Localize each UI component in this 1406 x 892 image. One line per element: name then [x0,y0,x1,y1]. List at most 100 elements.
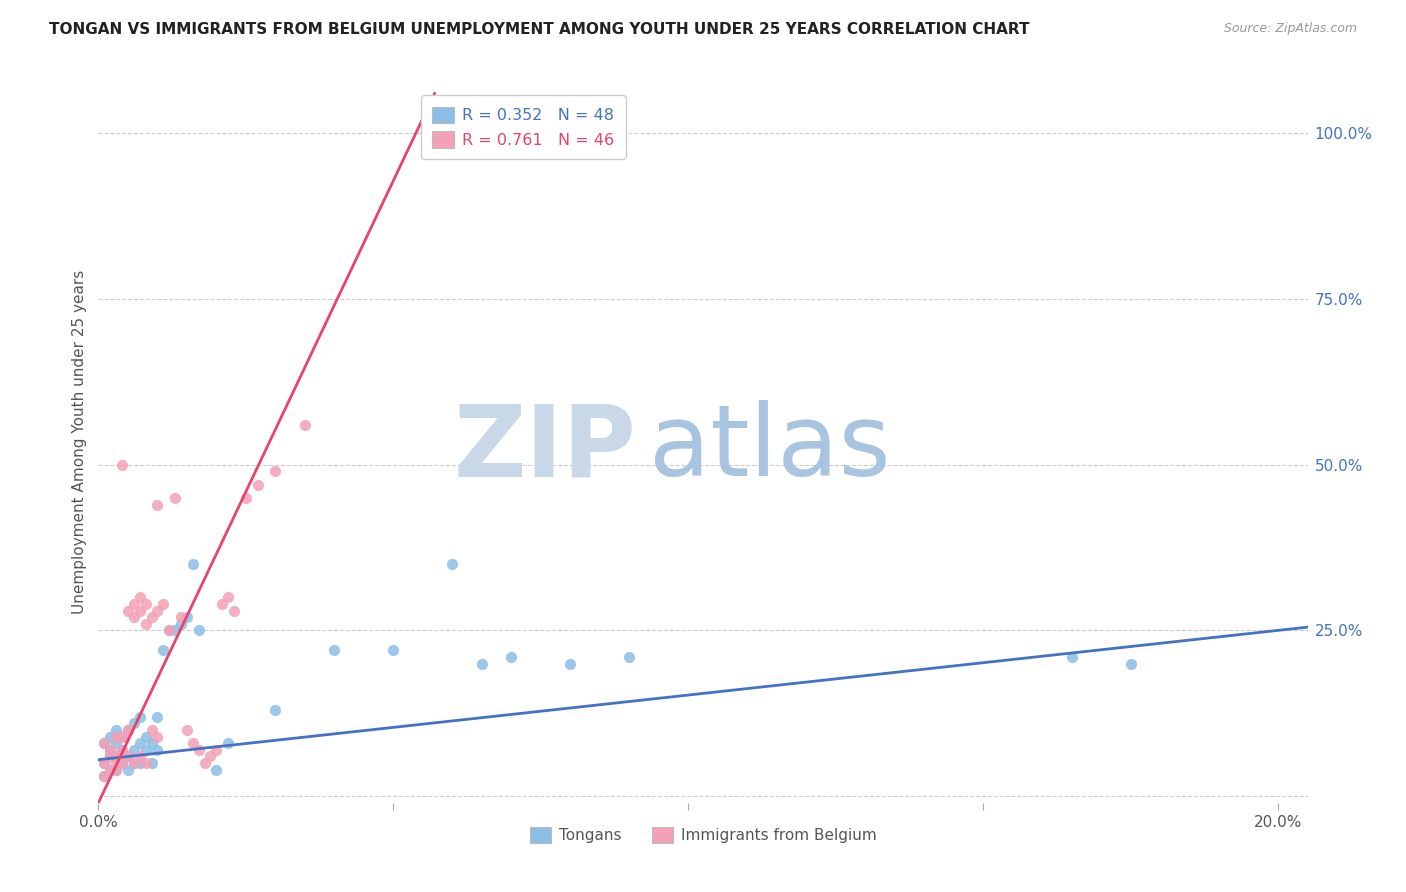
Point [111,743,134,757]
Point [128,591,150,605]
Point [135,756,157,770]
Point [170,610,193,624]
Point [146,709,169,723]
Point [205,743,228,757]
Point [146,498,169,512]
Point [98,763,121,777]
Point [128,756,150,770]
Point [111,458,134,472]
Point [141,736,163,750]
Point [117,723,139,737]
Point [122,597,145,611]
Point [217,736,239,750]
Point [105,763,128,777]
Point [122,756,145,770]
Point [122,743,145,757]
Point [98,743,121,757]
Point [98,743,121,757]
Point [93,769,115,783]
Point [128,603,150,617]
Point [1119,657,1142,671]
Point [222,603,245,617]
Point [111,730,134,744]
Point [152,597,174,611]
Point [128,709,150,723]
Point [1060,650,1083,665]
Point [165,624,187,638]
Point [471,657,494,671]
Point [135,597,157,611]
Point [128,749,150,764]
Point [323,643,346,657]
Point [105,749,128,764]
Point [181,736,204,750]
Point [200,749,222,764]
Point [122,610,145,624]
Point [441,557,464,571]
Point [181,557,204,571]
Point [117,749,139,764]
Point [117,723,139,737]
Point [117,603,139,617]
Point [152,643,174,657]
Point [146,730,169,744]
Point [105,749,128,764]
Point [560,657,582,671]
Point [105,736,128,750]
Point [98,730,121,744]
Point [194,756,217,770]
Point [205,763,228,777]
Point [176,610,198,624]
Point [187,743,209,757]
Point [93,736,115,750]
Text: ZIP: ZIP [454,401,637,497]
Point [93,736,115,750]
Point [98,763,121,777]
Point [93,769,115,783]
Point [111,756,134,770]
Point [246,477,269,491]
Point [105,723,128,737]
Text: atlas: atlas [648,401,890,497]
Point [187,624,209,638]
Point [619,650,641,665]
Point [117,749,139,764]
Point [157,624,180,638]
Text: TONGAN VS IMMIGRANTS FROM BELGIUM UNEMPLOYMENT AMONG YOUTH UNDER 25 YEARS CORREL: TONGAN VS IMMIGRANTS FROM BELGIUM UNEMPL… [49,22,1029,37]
Point [111,730,134,744]
Point [135,743,157,757]
Point [176,723,198,737]
Point [146,743,169,757]
Point [157,624,180,638]
Y-axis label: Unemployment Among Youth under 25 years: Unemployment Among Youth under 25 years [72,269,87,614]
Legend: Tongans, Immigrants from Belgium: Tongans, Immigrants from Belgium [523,822,883,849]
Point [146,603,169,617]
Point [170,616,193,631]
Point [105,756,128,770]
Point [122,756,145,770]
Point [93,756,115,770]
Point [141,723,163,737]
Point [93,756,115,770]
Point [105,730,128,744]
Point [165,491,187,505]
Point [111,756,134,770]
Point [235,491,257,505]
Point [141,756,163,770]
Point [135,616,157,631]
Point [141,610,163,624]
Point [217,591,239,605]
Point [128,736,150,750]
Point [117,763,139,777]
Point [264,703,287,717]
Point [501,650,523,665]
Point [264,464,287,478]
Point [98,749,121,764]
Point [98,749,121,764]
Text: Source: ZipAtlas.com: Source: ZipAtlas.com [1223,22,1357,36]
Point [111,743,134,757]
Point [105,763,128,777]
Point [211,597,233,611]
Point [122,716,145,731]
Point [135,730,157,744]
